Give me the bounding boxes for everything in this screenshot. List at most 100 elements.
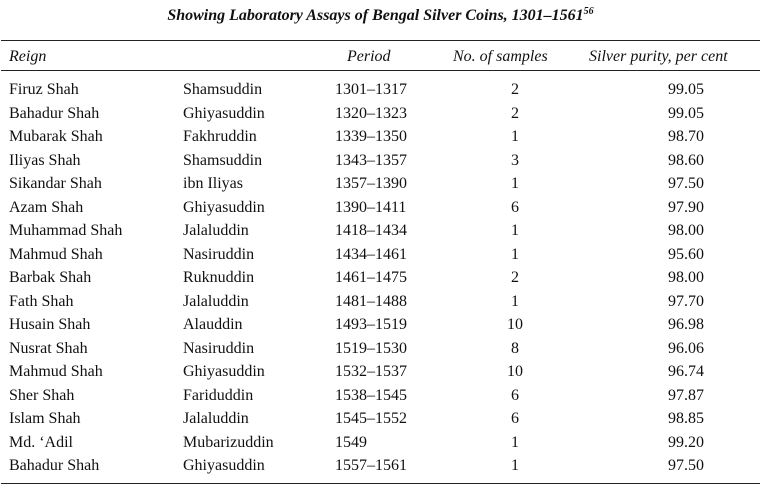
cell-ruler: Iliyas Shah: [9, 151, 81, 169]
table-row: Sher Shah Fariduddin 1538–1545 6 97.87: [0, 386, 761, 410]
top-rule: [1, 40, 760, 41]
cell-ruler: Barbak Shah: [9, 269, 92, 286]
column-header-period: Period: [347, 48, 391, 65]
cell-purity: 97.50: [668, 457, 704, 474]
cell-period: 1538–1545: [335, 386, 407, 404]
cell-title: Jalaluddin: [183, 292, 249, 310]
cell-period: 1301–1317: [335, 81, 407, 98]
cell-samples: 1: [511, 175, 519, 192]
table-row: Fath Shah Jalaluddin 1481–1488 1 97.70: [0, 292, 761, 316]
table-row: Azam Shah Ghiyasuddin 1390–1411 6 97.90: [0, 198, 761, 222]
cell-samples: 2: [511, 104, 519, 122]
cell-title: Jalaluddin: [183, 410, 249, 427]
cell-title: Fakhruddin: [183, 128, 257, 145]
cell-period: 1343–1357: [335, 151, 407, 169]
table-row: Md. ‘Adil Mubarizuddin 1549 1 99.20: [0, 433, 761, 457]
table-row: Bahadur Shah Ghiyasuddin 1320–1323 2 99.05: [0, 104, 761, 128]
table-row: Sikandar Shah ibn Iliyas 1357–1390 1 97.50: [0, 174, 761, 198]
cell-purity: 96.06: [668, 339, 704, 357]
cell-title: Fariduddin: [183, 386, 254, 404]
cell-ruler: Islam Shah: [9, 410, 81, 427]
column-header-samples: No. of samples: [453, 48, 548, 65]
cell-title: Ghiyasuddin: [183, 363, 265, 380]
cell-title: Ghiyasuddin: [183, 198, 265, 216]
cell-purity: 96.74: [668, 363, 704, 380]
cell-purity: 99.20: [668, 433, 704, 451]
table-body: Firuz Shah Shamsuddin 1301–1317 2 99.05 Bahad…: [0, 80, 761, 480]
cell-purity: 99.05: [668, 104, 704, 122]
cell-period: 1545–1552: [335, 410, 407, 427]
cell-purity: 99.05: [668, 81, 704, 98]
cell-purity: 98.00: [668, 222, 704, 239]
cell-period: 1549: [335, 433, 367, 451]
cell-title: Mubarizuddin: [183, 433, 274, 451]
cell-samples: 2: [511, 269, 519, 286]
footnote-reference: 56: [583, 6, 594, 17]
cell-purity: 98.70: [668, 128, 704, 145]
table-row: Nusrat Shah Nasiruddin 1519–1530 8 96.06: [0, 339, 761, 363]
cell-samples: 1: [511, 245, 519, 263]
bottom-rule: [1, 483, 760, 484]
cell-ruler: Muhammad Shah: [9, 222, 123, 239]
cell-title: Ruknuddin: [183, 269, 255, 286]
cell-period: 1481–1488: [335, 292, 407, 310]
cell-samples: 6: [511, 198, 519, 216]
cell-period: 1461–1475: [335, 269, 407, 286]
cell-samples: 2: [511, 81, 519, 98]
cell-title: Nasiruddin: [183, 339, 255, 357]
cell-samples: 10: [507, 316, 523, 333]
cell-purity: 98.85: [668, 410, 704, 427]
cell-purity: 97.87: [668, 386, 704, 404]
cell-title: Ghiyasuddin: [183, 104, 265, 122]
cell-title: Jalaluddin: [183, 222, 249, 239]
table-row: Mahmud Shah Ghiyasuddin 1532–1537 10 96.74: [0, 362, 761, 386]
cell-purity: 95.60: [668, 245, 704, 263]
cell-ruler: Md. ‘Adil: [9, 433, 73, 451]
cell-title: Alauddin: [183, 316, 243, 333]
cell-period: 1357–1390: [335, 175, 407, 192]
cell-ruler: Sher Shah: [9, 386, 75, 404]
cell-purity: 97.50: [668, 175, 704, 192]
cell-purity: 97.70: [668, 292, 704, 310]
cell-title: ibn Iliyas: [183, 175, 243, 192]
table-row: Bahadur Shah Ghiyasuddin 1557–1561 1 97.50: [0, 456, 761, 480]
header-rule: [1, 70, 760, 71]
table-title: Showing Laboratory Assays of Bengal Silv…: [0, 6, 761, 26]
cell-samples: 1: [511, 222, 519, 239]
cell-ruler: Husain Shah: [9, 316, 91, 333]
cell-samples: 8: [511, 339, 519, 357]
cell-title: Ghiyasuddin: [183, 457, 265, 474]
cell-purity: 97.90: [668, 198, 704, 216]
table-row: Barbak Shah Ruknuddin 1461–1475 2 98.00: [0, 268, 761, 292]
table-row: Islam Shah Jalaluddin 1545–1552 6 98.85: [0, 409, 761, 433]
cell-period: 1557–1561: [335, 457, 407, 474]
cell-samples: 10: [507, 363, 523, 380]
cell-ruler: Azam Shah: [9, 198, 84, 216]
cell-samples: 6: [511, 386, 519, 404]
cell-purity: 96.98: [668, 316, 704, 333]
cell-period: 1493–1519: [335, 316, 407, 333]
cell-samples: 1: [511, 457, 519, 474]
cell-ruler: Bahadur Shah: [9, 457, 100, 474]
cell-samples: 1: [511, 292, 519, 310]
cell-samples: 6: [511, 410, 519, 427]
cell-period: 1320–1323: [335, 104, 407, 122]
cell-period: 1339–1350: [335, 128, 407, 145]
cell-ruler: Mubarak Shah: [9, 128, 103, 145]
table-title-text: Showing Laboratory Assays of Bengal Silv…: [167, 7, 584, 24]
cell-ruler: Nusrat Shah: [9, 339, 88, 357]
cell-purity: 98.60: [668, 151, 704, 169]
cell-period: 1418–1434: [335, 222, 407, 239]
cell-purity: 98.00: [668, 269, 704, 286]
cell-title: Shamsuddin: [183, 81, 263, 98]
column-header-reign: Reign: [9, 48, 47, 65]
cell-period: 1532–1537: [335, 363, 407, 380]
cell-samples: 3: [511, 151, 519, 169]
table-row: Iliyas Shah Shamsuddin 1343–1357 3 98.60: [0, 151, 761, 175]
cell-period: 1434–1461: [335, 245, 407, 263]
cell-ruler: Mahmud Shah: [9, 363, 103, 380]
cell-title: Shamsuddin: [183, 151, 263, 169]
cell-samples: 1: [511, 128, 519, 145]
cell-period: 1519–1530: [335, 339, 407, 357]
table-row: Husain Shah Alauddin 1493–1519 10 96.98: [0, 315, 761, 339]
